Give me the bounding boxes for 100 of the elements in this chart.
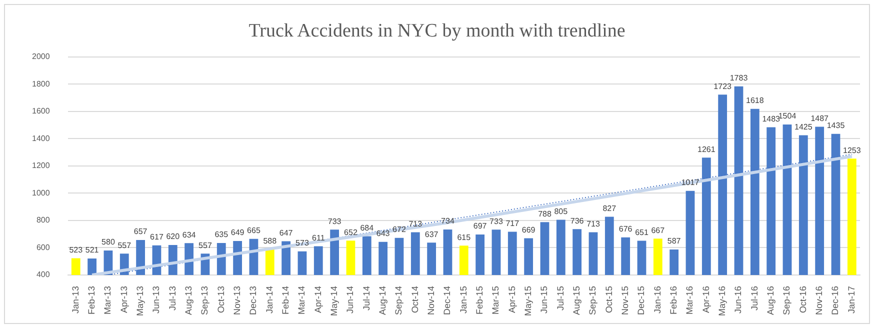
data-label: 676: [618, 224, 633, 234]
x-tick-label: Apr-15: [506, 286, 517, 314]
x-tick-label: Sep-15: [588, 286, 598, 316]
data-label: 734: [441, 216, 455, 226]
x-tick-label: Jan-14: [264, 286, 274, 314]
x-tick-label: Mar-14: [296, 286, 307, 315]
data-label: 1261: [698, 144, 716, 154]
data-label: 651: [635, 228, 649, 237]
data-label: 1435: [826, 121, 846, 130]
data-label: 1487: [810, 114, 830, 123]
data-label: 697: [473, 222, 488, 231]
data-label: 635: [214, 230, 229, 240]
x-tick-label: Jul-13: [167, 286, 178, 311]
data-label: 657: [134, 227, 148, 236]
data-label: 617: [150, 232, 164, 242]
x-tick-label: Nov-15: [620, 286, 630, 316]
x-tick-label: Mar-13: [102, 286, 113, 315]
x-tick-label: May-14: [329, 286, 340, 316]
x-tick-label: Dec-16: [830, 286, 840, 316]
x-tick-label: Aug-13: [184, 286, 194, 316]
data-label: 1723: [714, 82, 732, 91]
data-label: 827: [602, 204, 617, 213]
data-label: 637: [424, 230, 439, 239]
x-tick-label: Sep-13: [200, 286, 210, 316]
data-label: 1425: [794, 122, 813, 132]
x-tick-label: Nov-14: [426, 286, 436, 316]
x-tick-label: Jun-14: [345, 286, 356, 314]
y-tick-label: 400: [36, 270, 50, 280]
x-tick-label: Oct-13: [216, 286, 226, 314]
x-tick-label: Aug-15: [572, 286, 582, 316]
y-tick-label: 1800: [32, 79, 50, 88]
data-label: 788: [538, 209, 552, 218]
x-tick-label: Jan-13: [70, 286, 80, 314]
data-label: 587: [667, 236, 682, 246]
x-tick-label: Sep-14: [394, 286, 404, 316]
data-label: 684: [360, 223, 374, 232]
chart-title: Truck Accidents in NYC by month with trendline: [248, 20, 626, 42]
data-label: 805: [554, 206, 568, 216]
data-label: 643: [376, 229, 390, 238]
x-tick-label: May-13: [135, 286, 146, 316]
x-tick-label: Jun-13: [151, 286, 162, 314]
x-tick-label: Dec-15: [636, 286, 646, 316]
x-tick-label: Nov-13: [232, 286, 242, 316]
y-tick-label: 800: [36, 216, 50, 225]
x-tick-label: May-15: [523, 286, 534, 316]
data-label: 665: [247, 226, 261, 236]
x-tick-label: Dec-14: [442, 286, 452, 316]
y-tick-label: 1600: [32, 106, 50, 116]
x-tick-label: Aug-16: [766, 286, 776, 316]
data-label: 1618: [746, 96, 764, 106]
x-tick-label: Feb-13: [86, 286, 97, 315]
x-tick-label: Feb-15: [474, 286, 485, 315]
x-tick-label: Apr-13: [118, 286, 129, 314]
data-label: 523: [69, 245, 84, 254]
x-tick-label: Jul-16: [749, 286, 760, 311]
data-label: 615: [457, 232, 472, 242]
data-label: 717: [506, 218, 520, 228]
data-label: 736: [570, 216, 584, 226]
y-tick-label: 1400: [32, 134, 50, 143]
x-tick-label: May-16: [717, 286, 728, 316]
x-tick-label: Feb-14: [280, 286, 291, 315]
x-tick-label: Nov-16: [814, 286, 824, 316]
data-label: 1483: [762, 114, 781, 124]
x-tick-label: Jan-15: [458, 286, 468, 314]
x-tick-label: Jul-14: [361, 286, 372, 311]
y-tick-label: 600: [36, 242, 50, 252]
x-tick-label: Jul-15: [555, 286, 566, 311]
data-label: 649: [230, 228, 245, 238]
data-label: 1253: [843, 146, 862, 155]
data-label: 652: [344, 228, 358, 237]
x-tick-label: Apr-16: [700, 286, 711, 314]
x-tick-label: Jun-15: [539, 286, 550, 314]
data-label: 713: [408, 220, 423, 229]
x-tick-label: Dec-13: [248, 286, 258, 316]
y-tick-label: 1000: [32, 188, 50, 198]
x-tick-label: Oct-15: [604, 286, 614, 314]
data-label: 557: [118, 240, 132, 250]
x-tick-label: Sep-16: [782, 286, 792, 316]
x-tick-label: Jan-16: [652, 286, 662, 314]
y-tick-label: 1200: [32, 161, 50, 170]
data-label: 669: [522, 226, 536, 235]
data-label: 620: [166, 232, 180, 242]
x-tick-label: Apr-14: [312, 286, 323, 314]
data-label: 573: [296, 238, 310, 248]
data-label: 1504: [778, 112, 797, 121]
data-label: 588: [263, 236, 278, 246]
x-tick-label: Mar-16: [684, 286, 695, 315]
x-tick-label: Feb-16: [668, 286, 679, 315]
x-tick-label: Mar-15: [490, 286, 501, 315]
x-tick-label: Aug-14: [378, 286, 388, 316]
x-tick-label: Jun-16: [733, 286, 744, 314]
x-tick-label: Jan-17: [846, 286, 856, 314]
data-label: 713: [586, 220, 600, 229]
data-label: 647: [279, 228, 294, 238]
data-label: 733: [490, 216, 504, 226]
x-tick-label: Oct-14: [410, 286, 420, 314]
y-tick-label: 2000: [32, 52, 50, 62]
data-label: 1017: [681, 178, 700, 188]
data-label: 667: [651, 226, 666, 235]
data-label: 634: [182, 230, 196, 240]
